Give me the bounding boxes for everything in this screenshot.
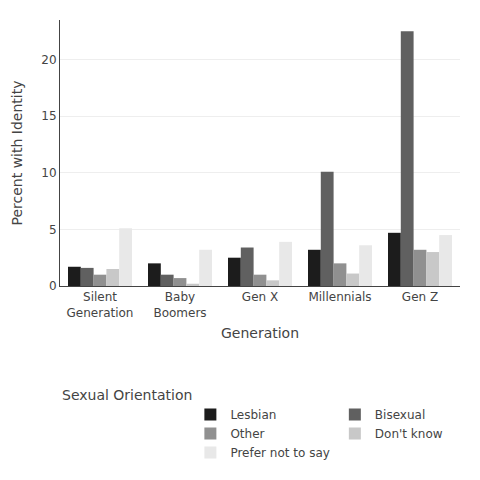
svg-text:Millennials: Millennials xyxy=(308,290,371,304)
svg-text:Generation: Generation xyxy=(221,325,299,341)
svg-text:Gen Z: Gen Z xyxy=(402,290,438,304)
svg-text:Percent with Identity: Percent with Identity xyxy=(9,81,25,226)
svg-text:Don't know: Don't know xyxy=(375,427,443,441)
svg-text:20: 20 xyxy=(41,53,56,67)
svg-text:Lesbian: Lesbian xyxy=(230,408,276,422)
svg-text:10: 10 xyxy=(41,166,56,180)
svg-text:BabyBoomers: BabyBoomers xyxy=(153,290,206,320)
svg-text:Prefer not to say: Prefer not to say xyxy=(230,446,329,460)
svg-text:Sexual Orientation: Sexual Orientation xyxy=(62,387,192,403)
svg-text:Bisexual: Bisexual xyxy=(375,408,425,422)
svg-text:0: 0 xyxy=(49,279,57,293)
svg-text:15: 15 xyxy=(41,109,56,123)
svg-text:Gen X: Gen X xyxy=(242,290,278,304)
svg-text:Other: Other xyxy=(230,427,264,441)
svg-text:SilentGeneration: SilentGeneration xyxy=(67,290,134,320)
svg-text:5: 5 xyxy=(49,223,57,237)
